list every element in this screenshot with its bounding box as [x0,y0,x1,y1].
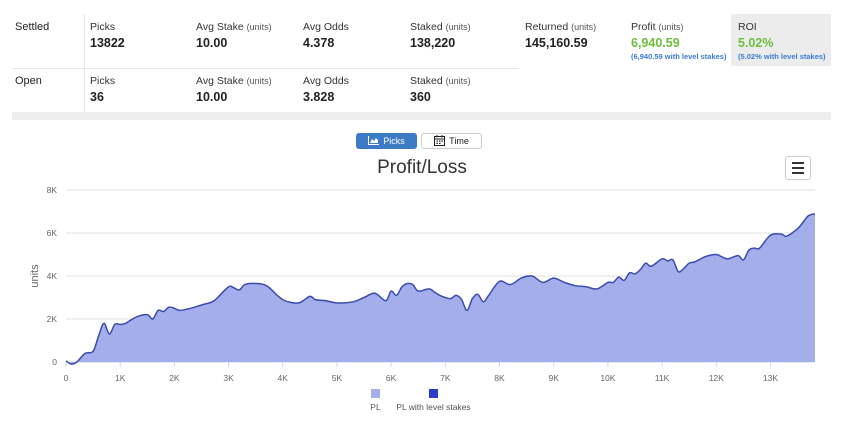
open-avg-odds-value: 3.828 [303,90,335,104]
open-staked-label: Staked [410,75,443,87]
roi-highlight [731,14,831,66]
open-avg-stake: Avg Stake (units) 10.00 [196,75,272,104]
open-staked-unit: (units) [445,76,471,86]
open-label: Open [15,75,42,87]
settled-avg-stake-unit: (units) [246,22,272,32]
x-tick-label: 8K [494,373,505,383]
picks-toggle-button[interactable]: Picks [356,133,417,149]
hamburger-icon-bar [792,167,804,169]
open-avg-stake-value: 10.00 [196,90,228,104]
legend-level-stakes-swatch[interactable] [429,389,438,398]
settled-picks: Picks 13822 [90,21,125,50]
y-tick-label: 2K [47,314,58,324]
open-staked-value: 360 [410,90,431,104]
x-tick-label: 3K [223,373,234,383]
chart-menu-button[interactable] [785,156,811,180]
section-separator [12,112,831,120]
y-tick-label: 8K [47,185,58,195]
settled-profit-unit: (units) [658,22,684,32]
x-tick-label: 5K [332,373,343,383]
x-tick-label: 13K [763,373,778,383]
legend-pl-swatch[interactable] [371,389,380,398]
x-tick-label: 2K [169,373,180,383]
settled-profit: Profit (units) 6,940.59 (6,940.59 with l… [631,21,726,61]
x-tick-label: 1K [115,373,126,383]
x-tick-label: 7K [440,373,451,383]
open-picks-value: 36 [90,90,104,104]
settled-avg-stake-value: 10.00 [196,36,228,50]
y-tick-label: 6K [47,228,58,238]
x-axis-ticks: 0 1K 2K 3K 4K 5K 6K 7K 8K 9K 10K 11K 12K 13K [64,361,815,383]
settled-avg-stake-label: Avg Stake [196,21,244,33]
settled-roi-label: ROI [738,21,757,33]
settled-profit-level: (6,940.59 with level stakes) [631,52,727,61]
picks-toggle-label: Picks [383,136,405,146]
open-avg-stake-label: Avg Stake [196,75,244,87]
x-tick-label: 6K [386,373,397,383]
area-chart-icon [368,135,380,147]
open-avg-stake-unit: (units) [246,76,272,86]
settled-staked-unit: (units) [445,22,471,32]
settled-roi: ROI 5.02% (5.02% with level stakes) [738,21,826,61]
settled-profit-label: Profit [631,21,656,33]
settled-avg-odds-value: 4.378 [303,36,335,50]
calendar-icon [434,134,446,148]
x-tick-label: 12K [709,373,724,383]
settled-avg-odds-label: Avg Odds [303,21,349,33]
x-tick-label: 0 [64,373,69,383]
x-tick-label: 10K [600,373,615,383]
x-tick-label: 4K [278,373,289,383]
settled-staked: Staked (units) 138,220 [410,21,471,50]
time-toggle-label: Time [449,136,469,146]
chart-title: Profit/Loss [377,157,467,178]
open-picks: Picks 36 [90,75,115,104]
settled-staked-value: 138,220 [410,36,456,50]
y-tick-label: 4K [47,271,58,281]
legend: PL PL with level stakes [370,389,471,412]
legend-pl-label[interactable]: PL [370,402,381,412]
y-axis-label: units [29,264,41,288]
settled-picks-value: 13822 [90,36,125,50]
settled-returned-label: Returned [525,21,569,33]
settled-returned-value: 145,160.59 [525,36,588,50]
open-staked: Staked (units) 360 [410,75,471,104]
y-axis-ticks: 0 2K 4K 6K 8K [47,185,58,367]
pl-area [66,213,815,365]
settled-returned: Returned (units) 145,160.59 [525,21,596,50]
settled-picks-label: Picks [90,21,116,33]
settled-staked-label: Staked [410,21,443,33]
column-divider [84,14,85,112]
pl-line [65,212,816,365]
settled-roi-level: (5.02% with level stakes) [738,52,826,61]
y-tick-label: 0 [52,357,57,367]
settled-label: Settled [15,21,50,33]
open-avg-odds: Avg Odds 3.828 [303,75,349,104]
settled-avg-stake: Avg Stake (units) 10.00 [196,21,272,50]
time-toggle-button[interactable]: Time [421,133,482,149]
open-picks-label: Picks [90,75,116,87]
open-avg-odds-label: Avg Odds [303,75,349,87]
row-divider [12,68,519,69]
settled-roi-value: 5.02% [738,36,774,50]
x-tick-label: 9K [548,373,559,383]
legend-level-stakes-label[interactable]: PL with level stakes [396,402,470,412]
settled-avg-odds: Avg Odds 4.378 [303,21,349,50]
hamburger-icon-bar [792,162,804,164]
grid-lines [66,189,815,363]
settled-returned-unit: (units) [571,22,597,32]
hamburger-icon-bar [792,172,804,174]
settled-profit-value: 6,940.59 [631,36,680,50]
x-tick-label: 11K [655,373,670,383]
